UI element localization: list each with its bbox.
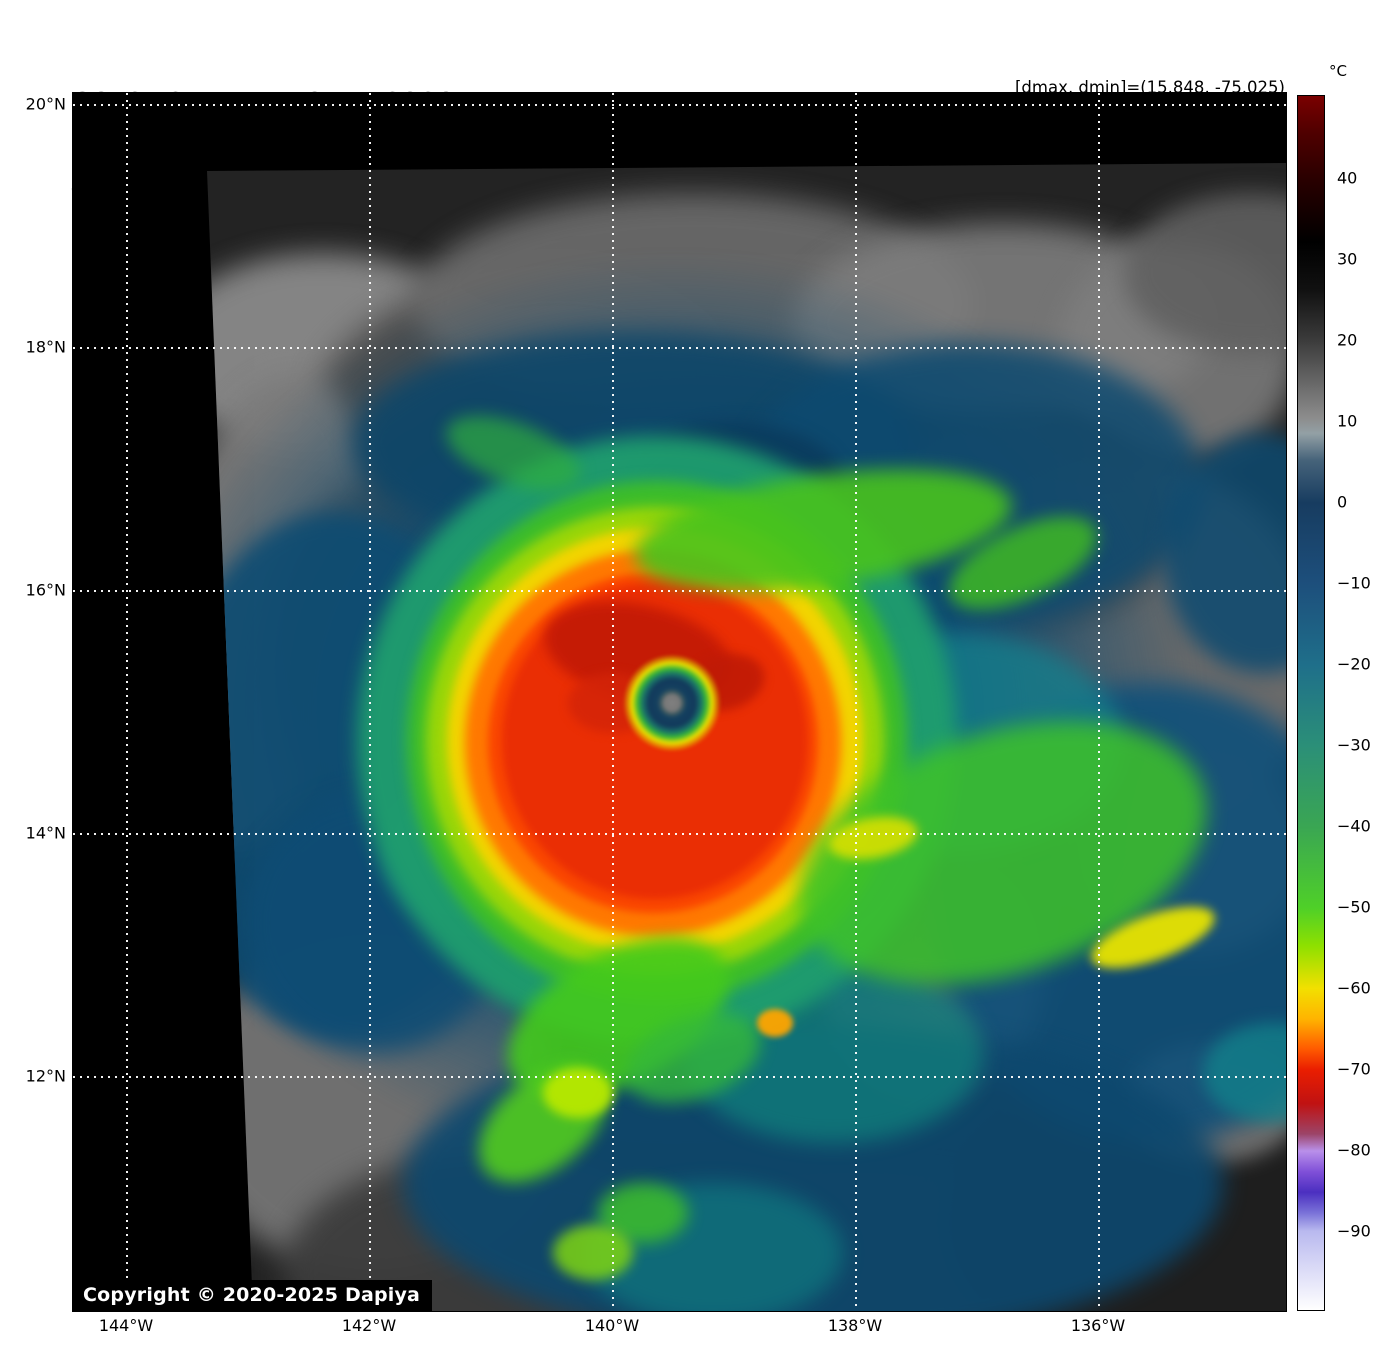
colorbar-tick-label: −50 [1337, 897, 1371, 917]
lon-tick-label: 142°W [341, 1316, 397, 1335]
plot-area: Copyright © 2020-2025 Dapiya [72, 92, 1287, 1312]
gridline-lat-12N [73, 1076, 1286, 1078]
gridline-lon-144W [126, 93, 128, 1311]
lon-tick-label: 138°W [827, 1316, 883, 1335]
colorbar-tick-label: −40 [1337, 816, 1371, 836]
lat-tick-label: 16°N [25, 580, 66, 600]
colorbar-tick-label: −70 [1337, 1059, 1371, 1079]
colorbar-unit-label: °C [1329, 62, 1347, 80]
lon-tick-label: 140°W [584, 1316, 640, 1335]
lat-tick-label: 12°N [25, 1066, 66, 1086]
gridline-lat-18N [73, 347, 1286, 349]
lat-tick-label: 14°N [25, 823, 66, 843]
colorbar-tick-label: 20 [1337, 330, 1358, 350]
colorbar-tick-label: −20 [1337, 654, 1371, 674]
gridline-lon-138W [855, 93, 857, 1311]
gridline-lon-140W [612, 93, 614, 1311]
gridline-lon-142W [369, 93, 371, 1311]
gridline-lat-14N [73, 833, 1286, 835]
colorbar-tick-label: −90 [1337, 1221, 1371, 1241]
colorbar-tick-label: −60 [1337, 978, 1371, 998]
satellite-cloud-blob [553, 1225, 633, 1280]
colorbar-tick-label: 10 [1337, 411, 1358, 431]
colorbar-tick-label: −80 [1337, 1140, 1371, 1160]
gridline-lon-136W [1098, 93, 1100, 1311]
lon-tick-label: 144°W [98, 1316, 154, 1335]
satellite-cloud-blob [622, 655, 722, 751]
lat-tick-label: 20°N [25, 94, 66, 114]
colorbar-tick-label: −30 [1337, 735, 1371, 755]
colorbar-tick-label: 40 [1337, 168, 1358, 188]
colorbar-tick-label: −10 [1337, 573, 1371, 593]
colorbar [1297, 95, 1325, 1311]
lat-tick-label: 18°N [25, 337, 66, 357]
copyright-badge: Copyright © 2020-2025 Dapiya [73, 1280, 433, 1311]
colorbar-tick-label: 30 [1337, 249, 1358, 269]
satellite-image [207, 163, 1286, 1311]
satellite-cloud-blob [757, 1009, 793, 1037]
gridline-lat-16N [73, 590, 1286, 592]
colorbar-tick-label: 0 [1337, 492, 1348, 512]
lon-tick-label: 136°W [1070, 1316, 1126, 1335]
gridline-lat-20N [73, 104, 1286, 106]
